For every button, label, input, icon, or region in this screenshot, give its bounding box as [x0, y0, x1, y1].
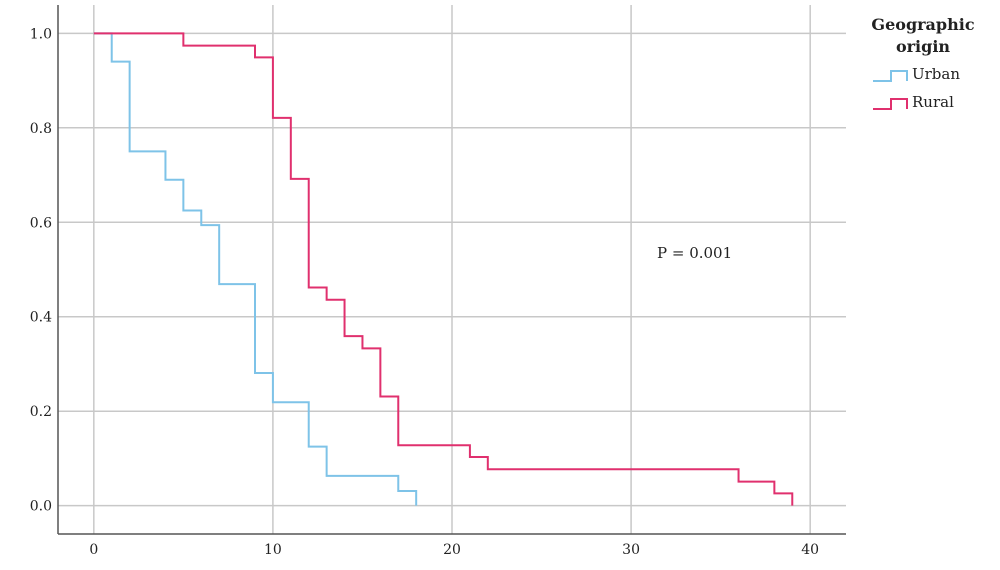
legend-title-line-1: Geographic	[871, 15, 974, 34]
legend-swatch-urban	[873, 70, 908, 82]
y-tick-label: 0.0	[30, 499, 52, 515]
legend-items: Urban Rural	[873, 65, 960, 111]
legend-label-rural: Rural	[912, 93, 954, 111]
legend-label-urban: Urban	[912, 65, 960, 83]
x-tick-label: 30	[622, 542, 640, 558]
x-tick-label: 40	[801, 542, 819, 558]
legend-swatch-rural	[873, 98, 908, 110]
x-tick-label: 0	[89, 542, 98, 558]
y-tick-label: 1.0	[30, 26, 52, 42]
series-lines	[93, 32, 794, 506]
series-rural-line	[93, 32, 794, 506]
series-urban-line	[93, 32, 418, 506]
y-tick-label: 0.6	[30, 215, 52, 231]
y-tick-label: 0.8	[30, 121, 52, 137]
tick-labels: 0 10 20 30 40 0.0 0.2 0.4 0.6 0.8 1.0	[30, 26, 819, 558]
y-tick-label: 0.4	[30, 310, 52, 326]
x-tick-label: 10	[264, 542, 282, 558]
legend: Geographic origin Urban Rural	[871, 15, 974, 111]
p-value-annotation: P = 0.001	[657, 244, 732, 262]
gridlines	[58, 5, 846, 534]
legend-title-line-2: origin	[896, 37, 950, 56]
y-tick-label: 0.2	[30, 404, 52, 420]
x-tick-label: 20	[443, 542, 461, 558]
axes	[57, 5, 846, 535]
